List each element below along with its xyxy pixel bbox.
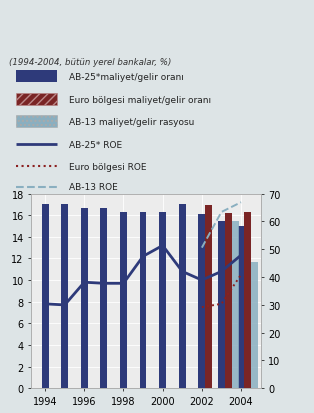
Text: AB-25*maliyet/gelir oranı: AB-25*maliyet/gelir oranı: [69, 72, 184, 81]
Bar: [238, 226, 245, 388]
Bar: [100, 208, 107, 388]
Bar: [120, 212, 127, 388]
Bar: [205, 206, 212, 388]
Bar: [81, 208, 88, 388]
Bar: [42, 205, 49, 388]
Bar: [140, 212, 147, 388]
Text: Euro bölgesi maliyet/gelir oranı: Euro bölgesi maliyet/gelir oranı: [69, 95, 211, 104]
Text: AB-25* ROE: AB-25* ROE: [69, 140, 122, 150]
Bar: [16, 94, 57, 106]
Bar: [16, 71, 57, 83]
Bar: [218, 221, 225, 388]
Bar: [232, 221, 239, 388]
Bar: [159, 212, 166, 388]
Text: AB-13 maliyet/gelir rasyosu: AB-13 maliyet/gelir rasyosu: [69, 117, 194, 126]
Bar: [245, 212, 251, 388]
Bar: [251, 262, 258, 388]
Bar: [225, 214, 232, 388]
Bar: [16, 116, 57, 128]
Text: AB-13 ROE: AB-13 ROE: [69, 183, 118, 192]
Text: Euro bölgesi ROE: Euro bölgesi ROE: [69, 162, 147, 171]
Bar: [61, 205, 68, 388]
Text: (1994-2004, bütün yerel bankalar, %): (1994-2004, bütün yerel bankalar, %): [9, 58, 172, 67]
Bar: [179, 205, 186, 388]
Bar: [198, 215, 205, 388]
